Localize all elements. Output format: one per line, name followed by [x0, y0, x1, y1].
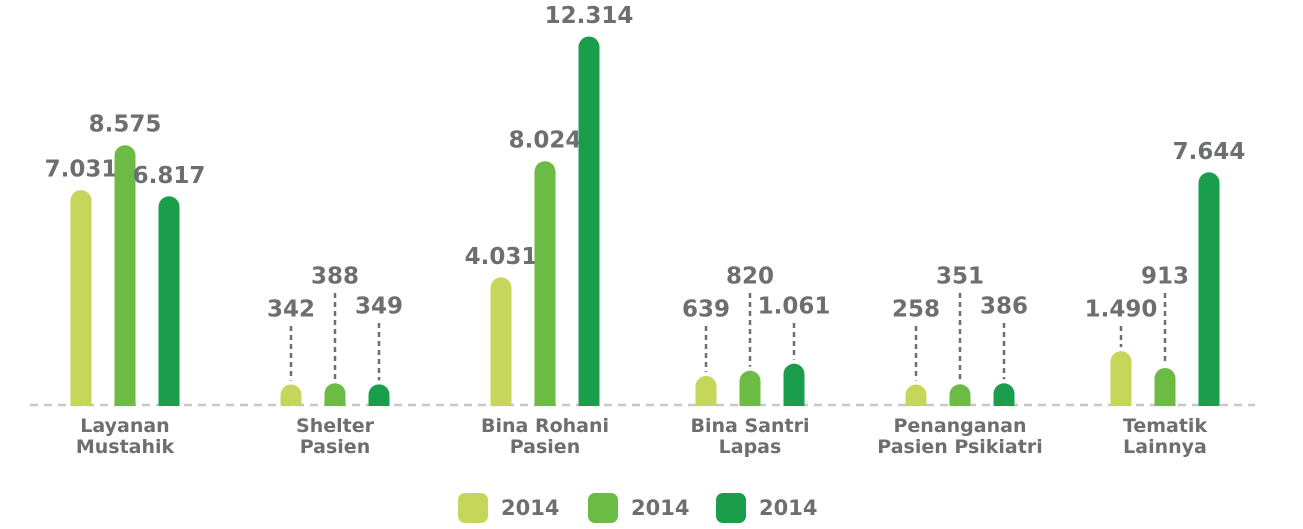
- bar-foot: [739, 394, 761, 406]
- value-label: 639: [682, 297, 730, 323]
- bar-foot: [578, 394, 600, 406]
- bar-foot: [280, 394, 302, 406]
- value-label: 913: [1141, 264, 1189, 290]
- value-label: 6.817: [133, 163, 206, 189]
- x-tick-label: Bina Rohani Pasien: [481, 415, 609, 458]
- bar: [490, 277, 512, 406]
- bar-foot: [993, 394, 1015, 406]
- legend-swatch: [588, 493, 618, 523]
- value-label: 349: [355, 294, 403, 320]
- bar-foot: [324, 394, 346, 406]
- value-label: 388: [311, 264, 359, 290]
- x-tick-label: Shelter Pasien: [296, 415, 375, 458]
- bar-foot: [490, 394, 512, 406]
- value-label: 8.024: [509, 128, 582, 154]
- value-label: 8.575: [89, 112, 162, 138]
- x-tick-label: Tematik Lainnya: [1123, 415, 1208, 458]
- legend-swatch: [716, 493, 746, 523]
- value-label: 1.061: [758, 294, 831, 320]
- bar: [114, 145, 136, 406]
- x-tick-label: Layanan Mustahik: [76, 415, 175, 458]
- bar: [1198, 172, 1220, 406]
- bar-foot: [158, 394, 180, 406]
- bar-foot: [1198, 394, 1220, 406]
- bar-foot: [70, 394, 92, 406]
- bar-foot: [949, 394, 971, 406]
- bar-foot: [783, 394, 805, 406]
- bar-foot: [1110, 394, 1132, 406]
- bar-foot: [368, 394, 390, 406]
- value-label: 4.031: [465, 244, 538, 270]
- bar-foot: [905, 394, 927, 406]
- legend-label: 2014: [631, 496, 689, 520]
- bar: [1110, 351, 1132, 406]
- value-label: 386: [980, 294, 1028, 320]
- value-label: 258: [892, 297, 940, 323]
- legend-label: 2014: [759, 496, 817, 520]
- value-label: 351: [936, 264, 984, 290]
- value-label: 7.644: [1173, 139, 1246, 165]
- bar: [158, 196, 180, 406]
- bar: [70, 190, 92, 406]
- bar: [578, 36, 600, 406]
- legend-label: 2014: [501, 496, 559, 520]
- bar: [534, 161, 556, 406]
- value-label: 820: [726, 264, 774, 290]
- bar-foot: [695, 394, 717, 406]
- value-label: 7.031: [45, 157, 118, 183]
- value-label: 12.314: [545, 3, 634, 29]
- bar-foot: [1154, 394, 1176, 406]
- bar-foot: [114, 394, 136, 406]
- value-label: 1.490: [1085, 297, 1158, 323]
- x-tick-label: Bina Santri Lapas: [691, 415, 810, 458]
- value-label: 342: [267, 297, 315, 323]
- legend-swatch: [458, 493, 488, 523]
- bar-foot: [534, 394, 556, 406]
- x-tick-label: Penanganan Pasien Psikiatri: [877, 415, 1042, 458]
